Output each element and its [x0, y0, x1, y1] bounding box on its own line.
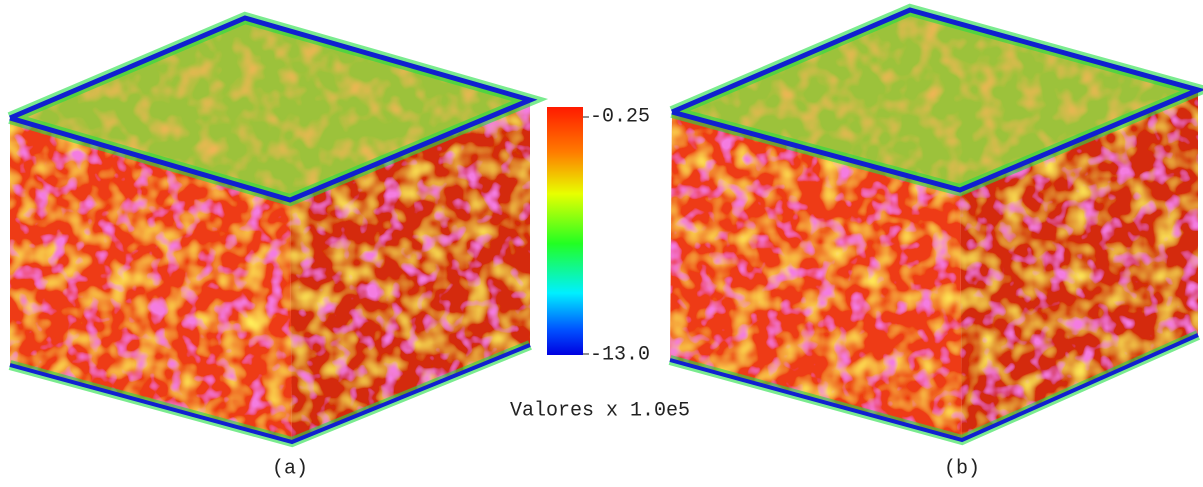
- edge: [9, 343, 531, 445]
- cube-a: [7, 11, 549, 448]
- left-face: [670, 112, 962, 440]
- colorbar-max-label: -0.25: [590, 105, 650, 128]
- edge: [669, 333, 1199, 443]
- right-face: [290, 100, 530, 442]
- right-face: [960, 90, 1198, 440]
- panel-label: (b): [944, 457, 980, 480]
- colorbar: [547, 107, 583, 355]
- left-face: [10, 118, 292, 442]
- colorbar-caption: Valores x 1.0e5: [510, 399, 690, 422]
- panel-label: (a): [272, 457, 308, 480]
- edge: [9, 15, 538, 203]
- edge: [671, 7, 1203, 193]
- cube-b: [668, 3, 1203, 446]
- colorbar-min-label: -13.0: [590, 343, 650, 366]
